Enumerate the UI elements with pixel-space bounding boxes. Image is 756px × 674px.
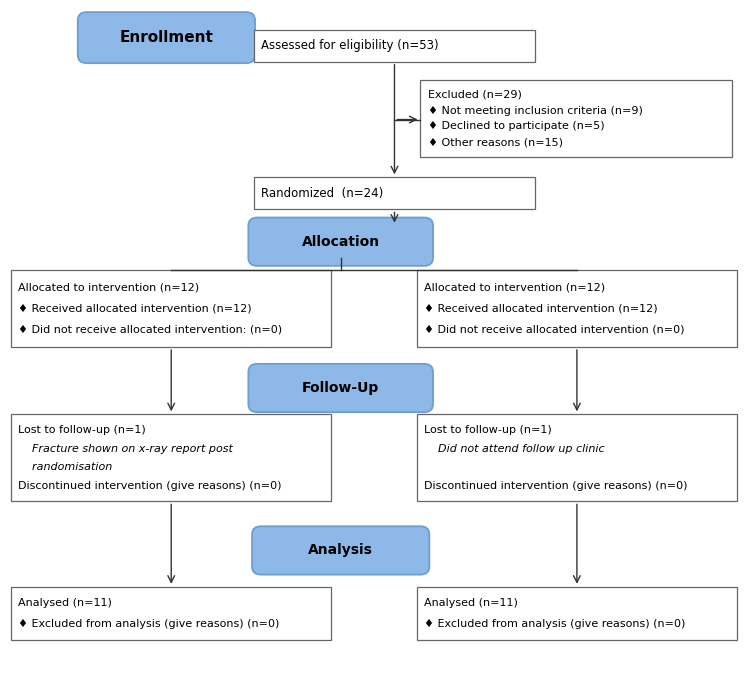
FancyBboxPatch shape [78,12,255,63]
Text: ♦ Did not receive allocated intervention (n=0): ♦ Did not receive allocated intervention… [424,325,685,335]
Text: Fracture shown on x-ray report post: Fracture shown on x-ray report post [18,443,234,454]
Text: ♦ Excluded from analysis (give reasons) (n=0): ♦ Excluded from analysis (give reasons) … [424,619,686,629]
FancyBboxPatch shape [11,586,331,640]
FancyBboxPatch shape [420,80,732,157]
Text: Allocation: Allocation [302,235,380,249]
Text: ♦ Other reasons (n=15): ♦ Other reasons (n=15) [428,137,563,148]
FancyBboxPatch shape [417,586,737,640]
Text: Enrollment: Enrollment [119,30,213,45]
Text: Excluded (n=29): Excluded (n=29) [428,90,522,100]
FancyBboxPatch shape [417,415,737,501]
Text: Lost to follow-up (n=1): Lost to follow-up (n=1) [18,425,146,435]
FancyBboxPatch shape [253,177,535,210]
Text: ♦ Excluded from analysis (give reasons) (n=0): ♦ Excluded from analysis (give reasons) … [18,619,280,629]
FancyBboxPatch shape [252,526,429,575]
Text: Discontinued intervention (give reasons) (n=0): Discontinued intervention (give reasons)… [18,481,282,491]
FancyBboxPatch shape [249,364,433,412]
FancyBboxPatch shape [417,270,737,347]
FancyBboxPatch shape [249,218,433,266]
Text: Analysed (n=11): Analysed (n=11) [424,599,518,609]
Text: Discontinued intervention (give reasons) (n=0): Discontinued intervention (give reasons)… [424,481,688,491]
Text: ♦ Not meeting inclusion criteria (n=9): ♦ Not meeting inclusion criteria (n=9) [428,106,643,115]
Text: ♦ Declined to participate (n=5): ♦ Declined to participate (n=5) [428,121,605,131]
Text: Did not attend follow up clinic: Did not attend follow up clinic [424,443,605,454]
Text: Analysed (n=11): Analysed (n=11) [18,599,113,609]
Text: Assessed for eligibility (n=53): Assessed for eligibility (n=53) [261,39,438,52]
FancyBboxPatch shape [11,270,331,347]
Text: Follow-Up: Follow-Up [302,381,380,395]
Text: ♦ Received allocated intervention (n=12): ♦ Received allocated intervention (n=12) [424,303,658,313]
FancyBboxPatch shape [253,30,535,62]
Text: Lost to follow-up (n=1): Lost to follow-up (n=1) [424,425,552,435]
FancyBboxPatch shape [11,415,331,501]
Text: ♦ Did not receive allocated intervention: (n=0): ♦ Did not receive allocated intervention… [18,325,283,335]
Text: ♦ Received allocated intervention (n=12): ♦ Received allocated intervention (n=12) [18,303,252,313]
Text: randomisation: randomisation [18,462,113,472]
Text: Allocated to intervention (n=12): Allocated to intervention (n=12) [424,282,606,293]
Text: Randomized  (n=24): Randomized (n=24) [261,187,383,200]
Text: Allocated to intervention (n=12): Allocated to intervention (n=12) [18,282,200,293]
Text: Analysis: Analysis [308,543,373,557]
